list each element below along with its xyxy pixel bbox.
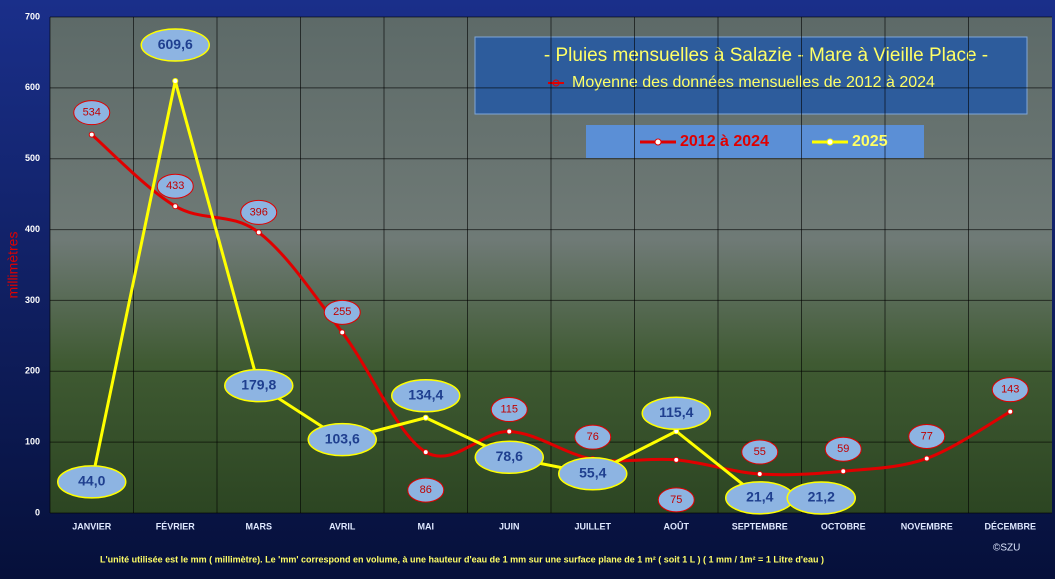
legend-swatch	[654, 138, 662, 146]
data-label-bubble	[490, 397, 528, 423]
x-tick-label: AVRIL	[329, 521, 356, 531]
y-tick-label: 200	[25, 366, 40, 376]
series-line	[90, 80, 844, 500]
data-label-bubble	[140, 28, 210, 62]
data-point	[422, 449, 429, 456]
data-label: 396	[250, 206, 268, 218]
x-tick-label: MAI	[418, 521, 435, 531]
data-label-bubble	[407, 477, 445, 503]
data-label: 86	[420, 484, 432, 496]
data-label-bubble	[657, 487, 695, 513]
data-label: 609,6	[158, 36, 193, 52]
data-point	[506, 428, 513, 435]
legend-label: 2012 à 2024	[680, 133, 769, 150]
y-tick-label: 600	[25, 82, 40, 92]
y-axis-label: millimètres	[5, 232, 21, 299]
data-label-bubble	[391, 379, 461, 413]
data-label-bubble	[908, 423, 946, 449]
data-label: 75	[670, 494, 682, 506]
chart-subtitle: Moyenne des données mensuelles de 2012 à…	[572, 74, 935, 91]
data-label: 115,4	[659, 404, 693, 420]
data-label: 134,4	[408, 386, 443, 402]
x-tick-label: FÉVRIER	[156, 521, 196, 531]
data-label-bubble	[741, 439, 779, 465]
data-label-bubble	[156, 173, 194, 199]
y-tick-label: 500	[25, 153, 40, 163]
data-point	[172, 78, 179, 85]
data-point	[840, 468, 847, 475]
data-label-bubble	[786, 481, 856, 515]
data-label-bubble	[991, 377, 1029, 403]
data-label: 44,0	[78, 473, 105, 489]
data-label: 433	[166, 180, 184, 192]
data-label: 77	[921, 430, 933, 442]
subtitle-marker	[552, 79, 560, 87]
data-point	[756, 471, 763, 478]
x-tick-label: MARS	[246, 521, 273, 531]
y-tick-label: 0	[35, 507, 40, 517]
data-label-bubble	[307, 422, 377, 457]
data-label: 255	[333, 306, 351, 318]
note: L'unité utilisée est le mm ( millimètre)…	[100, 554, 824, 564]
data-point	[339, 329, 346, 336]
data-point	[673, 456, 680, 463]
data-label: 59	[837, 443, 849, 455]
chart-title: - Pluies mensuelles à Salazie - Mare à V…	[544, 45, 988, 66]
x-tick-label: AOÛT	[664, 520, 690, 531]
data-label: 78,6	[496, 448, 523, 464]
legend-swatch	[826, 138, 834, 146]
data-label: 21,4	[746, 489, 773, 505]
data-label: 103,6	[325, 430, 360, 446]
data-label: 76	[587, 431, 599, 443]
data-label-bubble	[240, 199, 278, 225]
data-label: 115	[500, 403, 518, 415]
y-tick-label: 100	[25, 437, 40, 447]
data-label: 55	[754, 446, 766, 458]
data-label-bubble	[323, 299, 361, 325]
data-label-bubble	[474, 440, 544, 475]
data-point	[255, 229, 262, 236]
data-label: 21,2	[808, 489, 835, 505]
data-label-bubble	[224, 368, 294, 403]
data-label-bubble	[57, 465, 127, 499]
title-box	[474, 36, 1028, 115]
data-label-bubble	[824, 436, 862, 462]
data-point	[172, 203, 179, 210]
data-point	[422, 414, 429, 421]
x-tick-label: JUIN	[499, 521, 520, 531]
data-label: 55,4	[579, 464, 606, 480]
legend-label: 2025	[852, 133, 888, 150]
x-tick-label: DÉCEMBRE	[984, 521, 1036, 531]
x-tick-label: NOVEMBRE	[901, 521, 953, 531]
y-tick-label: 300	[25, 295, 40, 305]
data-label-bubble	[73, 100, 111, 126]
x-tick-label: SEPTEMBRE	[732, 521, 788, 531]
data-label: 143	[1001, 384, 1019, 396]
x-tick-label: OCTOBRE	[821, 521, 866, 531]
x-tick-label: JUILLET	[574, 521, 611, 531]
data-point	[1007, 408, 1014, 415]
data-label: 534	[83, 107, 101, 119]
data-label-bubble	[641, 396, 711, 430]
y-tick-label: 700	[25, 11, 40, 21]
credit: ©SZU	[993, 543, 1020, 554]
data-label-bubble	[558, 456, 628, 491]
data-point	[88, 131, 95, 138]
data-point	[923, 455, 930, 462]
data-label: 179,8	[241, 376, 276, 392]
y-tick-label: 400	[25, 224, 40, 234]
x-tick-label: JANVIER	[72, 521, 112, 531]
data-label-bubble	[574, 424, 612, 450]
